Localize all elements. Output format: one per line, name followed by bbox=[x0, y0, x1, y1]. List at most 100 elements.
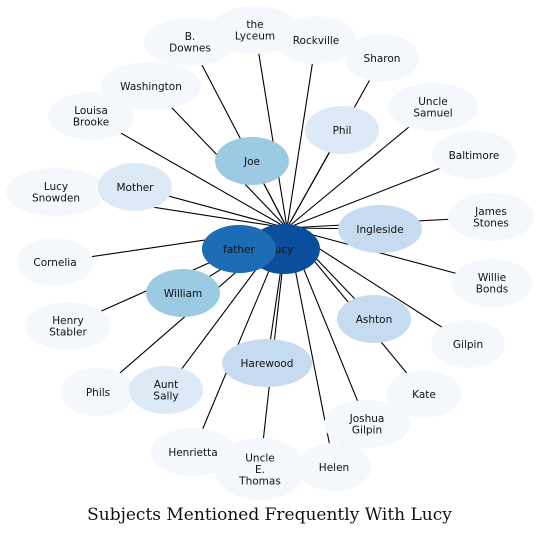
node-shape-henry bbox=[25, 302, 111, 350]
node-label-phils: Phils bbox=[86, 387, 110, 399]
node-cornelia[interactable]: Cornelia bbox=[17, 238, 93, 286]
node-shape-phil bbox=[305, 106, 379, 154]
node-baltimore[interactable]: Baltimore bbox=[432, 131, 516, 179]
node-label-phil: Phil bbox=[333, 125, 352, 137]
node-shape-helen bbox=[297, 443, 371, 491]
node-label-lucy-snowden: Lucy bbox=[44, 181, 68, 193]
node-washington[interactable]: Washington bbox=[101, 62, 201, 110]
node-shape-harewood bbox=[222, 339, 312, 387]
node-gilpin[interactable]: Gilpin bbox=[431, 320, 505, 368]
node-shape-joe bbox=[215, 137, 289, 185]
node-shape-father-front bbox=[202, 225, 276, 273]
edge-louisa bbox=[90, 115, 288, 229]
node-label-mother: Mother bbox=[116, 182, 154, 194]
node-label-willie: Willie bbox=[478, 272, 506, 284]
node-ashton[interactable]: Ashton bbox=[337, 295, 411, 343]
node-label-baltimore: Baltimore bbox=[449, 150, 500, 162]
node-label-willie: Bonds bbox=[476, 284, 508, 296]
node-shape-joshua bbox=[324, 400, 410, 448]
node-shape-mother bbox=[98, 163, 172, 211]
node-label-rockville: Rockville bbox=[293, 35, 340, 47]
node-label-lucy: ucy bbox=[275, 244, 294, 256]
node-label-ingleside: Ingleside bbox=[356, 224, 403, 236]
node-label-harewood: Harewood bbox=[241, 358, 294, 370]
node-phil[interactable]: Phil bbox=[305, 106, 379, 154]
node-label-b-downes: Downes bbox=[169, 43, 211, 55]
node-label-uncle-thomas: Thomas bbox=[238, 475, 281, 487]
node-label-father-front: father bbox=[223, 244, 255, 256]
node-shape-lucy-snowden bbox=[6, 168, 106, 216]
node-shape-sharon bbox=[345, 34, 419, 82]
node-rockville[interactable]: Rockville bbox=[276, 16, 356, 64]
node-label-washington: Washington bbox=[120, 81, 182, 93]
node-shape-rockville bbox=[276, 16, 356, 64]
node-label-henrietta: Henrietta bbox=[168, 447, 217, 459]
node-phils[interactable]: Phils bbox=[61, 368, 135, 416]
node-label-joshua: Gilpin bbox=[352, 425, 382, 437]
node-label-joshua: Joshua bbox=[349, 413, 385, 425]
node-shape-uncle-thomas bbox=[215, 438, 305, 500]
node-shape-kate bbox=[387, 370, 461, 418]
node-label-lyceum: the bbox=[246, 19, 263, 31]
diagram-title: Subjects Mentioned Frequently With Lucy bbox=[87, 505, 452, 525]
node-mother[interactable]: Mother bbox=[98, 163, 172, 211]
node-kate[interactable]: Kate bbox=[387, 370, 461, 418]
node-label-cornelia: Cornelia bbox=[33, 257, 76, 269]
node-shape-gilpin bbox=[431, 320, 505, 368]
node-william[interactable]: William bbox=[146, 269, 220, 317]
node-label-aunt-sally: Sally bbox=[153, 391, 178, 403]
node-shape-uncle-samuel bbox=[388, 83, 478, 131]
node-label-james-stones: James bbox=[474, 206, 507, 218]
node-label-henry: Stabler bbox=[49, 327, 87, 339]
node-label-sharon: Sharon bbox=[364, 53, 401, 65]
node-label-lyceum: Lyceum bbox=[235, 31, 275, 43]
node-label-uncle-thomas: Uncle bbox=[245, 452, 275, 464]
node-father-front[interactable]: father bbox=[202, 225, 276, 273]
node-shape-aunt-sally bbox=[129, 366, 203, 414]
node-shape-cornelia bbox=[17, 238, 93, 286]
node-shape-willie bbox=[452, 259, 532, 307]
node-label-uncle-samuel: Samuel bbox=[413, 108, 452, 120]
node-label-lucy-snowden: Snowden bbox=[32, 193, 80, 205]
node-harewood[interactable]: Harewood bbox=[222, 339, 312, 387]
node-shape-washington bbox=[101, 62, 201, 110]
edge-rockville bbox=[286, 39, 317, 229]
node-label-uncle-samuel: Uncle bbox=[418, 96, 448, 108]
node-shape-phils bbox=[61, 368, 135, 416]
node-label-kate: Kate bbox=[412, 389, 436, 401]
node-label-louisa: Louisa bbox=[74, 105, 108, 117]
node-label-aunt-sally: Aunt bbox=[154, 379, 179, 391]
node-shape-william bbox=[146, 269, 220, 317]
node-joe[interactable]: Joe bbox=[215, 137, 289, 185]
node-helen[interactable]: Helen bbox=[297, 443, 371, 491]
node-shape-baltimore bbox=[432, 131, 516, 179]
node-label-joe: Joe bbox=[243, 156, 260, 168]
node-ingleside[interactable]: Ingleside bbox=[338, 205, 422, 253]
node-sharon[interactable]: Sharon bbox=[345, 34, 419, 82]
node-label-louisa: Brooke bbox=[73, 117, 109, 129]
node-shape-james-stones bbox=[448, 193, 534, 241]
edge-lyceum bbox=[254, 29, 288, 229]
node-label-gilpin: Gilpin bbox=[453, 339, 483, 351]
node-label-henry: Henry bbox=[52, 315, 84, 327]
node-shape-henrietta bbox=[151, 428, 235, 476]
node-henrietta[interactable]: Henrietta bbox=[151, 428, 235, 476]
node-label-james-stones: Stones bbox=[473, 218, 509, 230]
node-label-helen: Helen bbox=[319, 462, 349, 474]
node-shape-ashton bbox=[337, 295, 411, 343]
node-label-b-downes: B. bbox=[185, 31, 196, 43]
node-label-ashton: Ashton bbox=[356, 314, 393, 326]
node-label-uncle-thomas: E. bbox=[255, 464, 265, 476]
node-shape-ingleside bbox=[338, 205, 422, 253]
